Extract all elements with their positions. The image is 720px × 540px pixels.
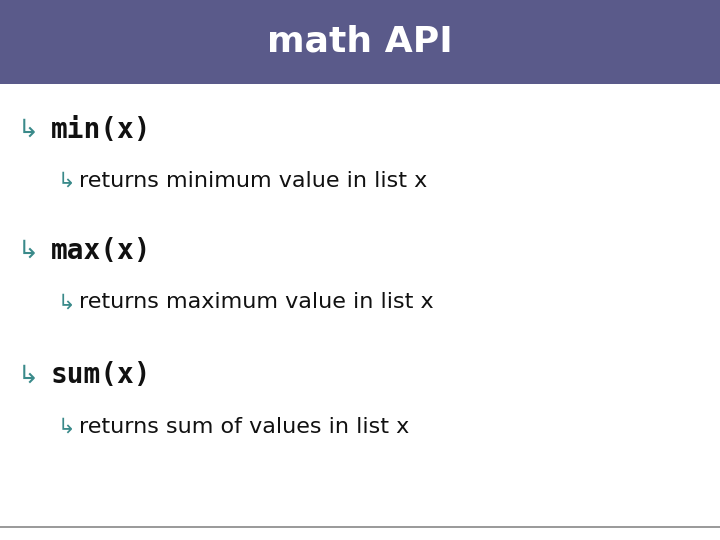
Text: ↳: ↳ <box>18 118 39 141</box>
Text: math API: math API <box>267 25 453 59</box>
Text: ↳: ↳ <box>58 292 75 313</box>
Text: sum(x): sum(x) <box>50 361 151 389</box>
Text: returns minimum value in list x: returns minimum value in list x <box>79 171 428 191</box>
FancyBboxPatch shape <box>0 0 720 84</box>
Text: ↳: ↳ <box>58 416 75 437</box>
Text: max(x): max(x) <box>50 237 151 265</box>
Text: ↳: ↳ <box>18 363 39 387</box>
Text: returns sum of values in list x: returns sum of values in list x <box>79 416 410 437</box>
Text: ↳: ↳ <box>18 239 39 263</box>
Text: returns maximum value in list x: returns maximum value in list x <box>79 292 434 313</box>
Text: ↳: ↳ <box>58 171 75 191</box>
Text: min(x): min(x) <box>50 116 151 144</box>
